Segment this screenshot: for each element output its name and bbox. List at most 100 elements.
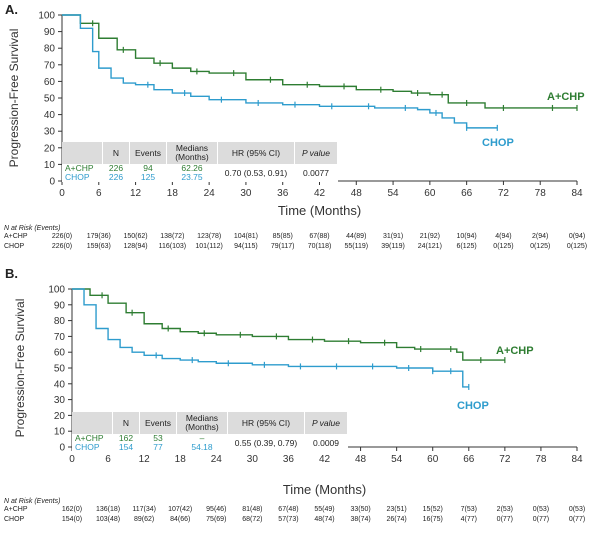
pvalue-header-text: P value <box>301 147 331 158</box>
series-label-chop: CHOP <box>457 400 489 412</box>
x-tick-label: 66 <box>461 188 473 199</box>
x-tick-label: 18 <box>175 454 187 465</box>
risk-cell: 15(52) <box>422 506 443 513</box>
x-tick-label: 24 <box>204 188 216 199</box>
risk-cell: 6(125) <box>456 243 477 250</box>
y-tick-label: 0 <box>49 177 55 188</box>
y-tick-label: 80 <box>54 316 66 327</box>
y-tick-label: 50 <box>54 364 66 375</box>
x-tick-label: 48 <box>355 454 367 465</box>
risk-cell: 179(36) <box>86 233 111 240</box>
x-axis-title: Time (Months) <box>278 203 361 218</box>
x-tick-label: 24 <box>211 454 223 465</box>
stats-header-hr: HR (95% CI) <box>217 142 295 164</box>
stats-header-n: N <box>112 412 140 434</box>
risk-cell: 57(73) <box>278 516 299 523</box>
x-tick-label: 36 <box>277 188 289 199</box>
panel-a-label: A. <box>5 2 18 17</box>
panel-a: A. 0 10 20 30 40 50 60 70 80 90 100 0 6 12 18 24 30 36 42 4… <box>0 0 600 262</box>
risk-cell: 44(89) <box>346 233 367 240</box>
risk-cell: 55(49) <box>314 506 335 513</box>
panel-b-chart: 0 10 20 30 40 50 60 70 80 90 100 0 6 12 18 24 30 36 42 48 54… <box>13 285 583 498</box>
risk-cell: 16(75) <box>422 516 443 523</box>
panel-b: B. 0 10 20 30 40 50 60 70 80 90 100 0 6 12 18 24 30 36 42 4… <box>0 262 600 534</box>
risk-cell: 159(63) <box>86 243 111 250</box>
risk-cell: 23(51) <box>386 506 407 513</box>
risk-cell: 48(74) <box>314 516 335 523</box>
y-tick-label: 40 <box>44 110 56 121</box>
pvalue-header-text: P value <box>311 417 341 428</box>
risk-cell: 0(77) <box>532 516 550 523</box>
risk-cell: 226(0) <box>51 243 73 250</box>
stats-cell: 62.26 <box>166 164 218 173</box>
stats-row-name: A+CHP <box>62 164 103 173</box>
risk-cell: 2(94) <box>532 233 549 240</box>
stats-header-pvalue: P value <box>304 412 348 434</box>
risk-cell: 55(119) <box>344 243 369 250</box>
risk-cell: 75(69) <box>206 516 227 523</box>
risk-row-name: A+CHP <box>4 506 28 513</box>
y-tick-label: 40 <box>54 379 66 390</box>
risk-cell: 21(92) <box>419 233 440 240</box>
risk-cell: 107(42) <box>168 506 193 513</box>
stats-row-name: CHOP <box>72 443 113 452</box>
x-tick-label: 60 <box>424 188 436 199</box>
risk-title-text: N at Risk (Events) <box>4 225 61 232</box>
x-tick-label: 42 <box>319 454 331 465</box>
stats-cell: 162 <box>112 434 140 443</box>
risk-row-name: A+CHP <box>4 233 28 240</box>
risk-cell: 0(77) <box>568 516 586 523</box>
y-tick-label: 90 <box>44 27 56 38</box>
x-tick-label: 6 <box>105 454 111 465</box>
risk-cell: 103(48) <box>95 516 121 523</box>
risk-cell: 226(0) <box>51 233 73 240</box>
stats-cell: 226 <box>102 164 130 173</box>
risk-row-name: CHOP <box>4 516 25 523</box>
x-axis-title: Time (Months) <box>283 482 366 497</box>
y-tick-label: 30 <box>44 127 56 138</box>
risk-cell: 0(77) <box>496 516 514 523</box>
stats-cell: 154 <box>112 443 140 452</box>
risk-cell: 4(77) <box>460 516 477 523</box>
risk-cell: 2(53) <box>496 506 514 513</box>
x-tick-label: 12 <box>139 454 151 465</box>
x-tick-label: 6 <box>96 188 102 199</box>
x-tick-label: 48 <box>351 188 363 199</box>
risk-cell: 0(53) <box>532 506 550 513</box>
series-label-chop: CHOP <box>482 137 514 149</box>
stats-row-name: CHOP <box>62 173 103 182</box>
y-tick-label: 60 <box>54 348 66 359</box>
y-tick-label: 80 <box>44 44 56 55</box>
risk-cell: 84(66) <box>170 516 191 523</box>
x-tick-label: 42 <box>314 188 326 199</box>
x-tick-label: 0 <box>59 188 65 199</box>
risk-cell: 0(125) <box>493 243 514 250</box>
risk-cell: 154(0) <box>61 516 83 523</box>
y-axis-title: Progression-Free Survival <box>13 299 27 438</box>
stats-row-name: A+CHP <box>72 434 113 443</box>
y-tick-label: 10 <box>54 427 66 438</box>
y-tick-label: 70 <box>54 332 66 343</box>
panel-b-stats-table: N Events Medians (Months) HR (95% CI) P … <box>72 412 348 452</box>
stats-cell: 125 <box>129 173 167 182</box>
risk-cell: 0(125) <box>530 243 551 250</box>
y-tick-label: 90 <box>54 300 66 311</box>
risk-cell: 85(85) <box>272 233 293 240</box>
panel-b-label: B. <box>5 266 18 281</box>
series-label-achp: A+CHP <box>496 345 534 357</box>
risk-cell: 70(118) <box>307 243 332 250</box>
stats-header-hr: HR (95% CI) <box>227 412 305 434</box>
y-tick-label: 70 <box>44 60 56 71</box>
risk-cell: 67(48) <box>278 506 299 513</box>
x-tick-label: 30 <box>240 188 252 199</box>
y-tick-label: 30 <box>54 395 66 406</box>
stats-cell: 23.75 <box>166 173 218 182</box>
y-tick-label: 100 <box>38 11 55 22</box>
risk-cell: 94(115) <box>234 243 258 250</box>
x-tick-label: 12 <box>130 188 142 199</box>
y-tick-label: 20 <box>44 143 56 154</box>
stats-cell: – <box>176 434 228 443</box>
stats-cell: 77 <box>139 443 177 452</box>
risk-cell: 95(46) <box>206 506 227 513</box>
stats-header-blank <box>72 412 113 434</box>
